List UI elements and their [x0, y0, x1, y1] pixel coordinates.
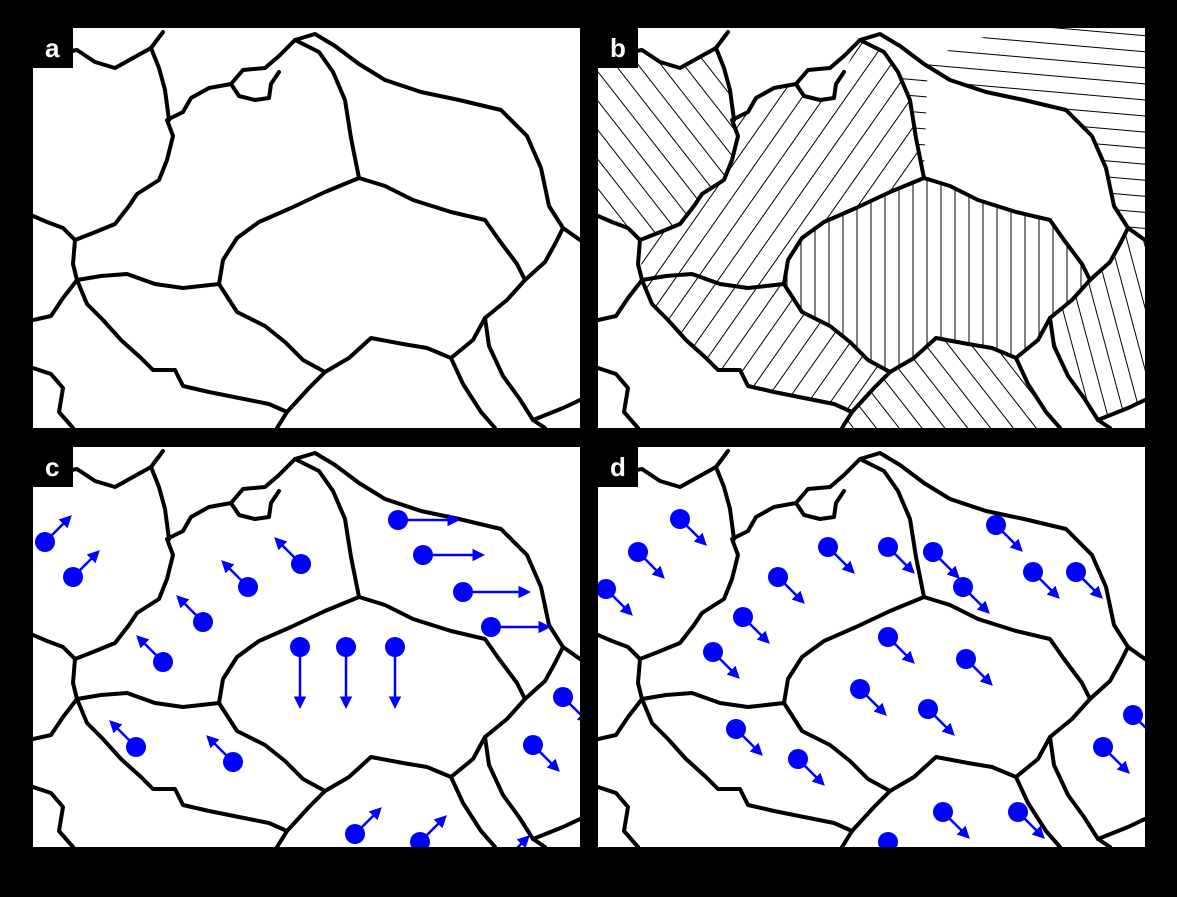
- arrow-dot: [1066, 562, 1086, 582]
- arrow-dot: [553, 687, 573, 707]
- arrow-dot: [1093, 737, 1113, 757]
- arrow-dot: [878, 832, 898, 852]
- arrow-dot: [291, 554, 311, 574]
- arrow-dot: [345, 824, 365, 844]
- arrow-dot: [35, 532, 55, 552]
- panel-b: b: [598, 28, 1145, 428]
- arrow-dot: [878, 627, 898, 647]
- arrow-dot: [63, 567, 83, 587]
- arrow-dot: [788, 749, 808, 769]
- arrow-dot: [153, 652, 173, 672]
- arrow-dot: [1008, 802, 1028, 822]
- arrow-dot: [1123, 705, 1143, 725]
- arrow-dot: [1023, 562, 1043, 582]
- arrow-dot: [336, 637, 356, 657]
- figure: a b c d: [0, 0, 1177, 892]
- arrow-dot: [986, 515, 1006, 535]
- arrow-dot: [768, 567, 788, 587]
- arrow-dot: [923, 542, 943, 562]
- arrow-dot: [193, 612, 213, 632]
- arrow-dot: [733, 607, 753, 627]
- panel-background: [598, 447, 1145, 858]
- panel-c: c: [33, 447, 583, 872]
- arrow-dot: [126, 737, 146, 757]
- arrow-dot: [956, 649, 976, 669]
- panel-a: a: [33, 28, 580, 428]
- arrow-dot: [953, 577, 973, 597]
- arrow-dot: [481, 617, 501, 637]
- arrow-dot: [850, 679, 870, 699]
- arrow-dot: [726, 719, 746, 739]
- arrow-dot: [413, 545, 433, 565]
- arrow-dot: [410, 832, 430, 852]
- arrow-dot: [703, 642, 723, 662]
- arrow-dot: [385, 637, 405, 657]
- arrow-dot: [596, 579, 616, 599]
- panel-label: b: [610, 33, 626, 63]
- arrow-dot: [453, 582, 473, 602]
- arrow-dot: [493, 852, 513, 872]
- panel-label: d: [610, 452, 626, 482]
- arrow-dot: [628, 542, 648, 562]
- arrow-dot: [933, 802, 953, 822]
- panel-label: c: [45, 452, 59, 482]
- arrow-dot: [523, 735, 543, 755]
- arrow-dot: [818, 537, 838, 557]
- arrow-dot: [290, 637, 310, 657]
- arrow-dot: [918, 699, 938, 719]
- arrow-dot: [878, 537, 898, 557]
- arrow-dot: [238, 577, 258, 597]
- panel-d: d: [596, 447, 1153, 862]
- arrow-dot: [388, 510, 408, 530]
- panel-label: a: [45, 33, 60, 63]
- arrow-dot: [670, 509, 690, 529]
- arrow-dot: [223, 752, 243, 772]
